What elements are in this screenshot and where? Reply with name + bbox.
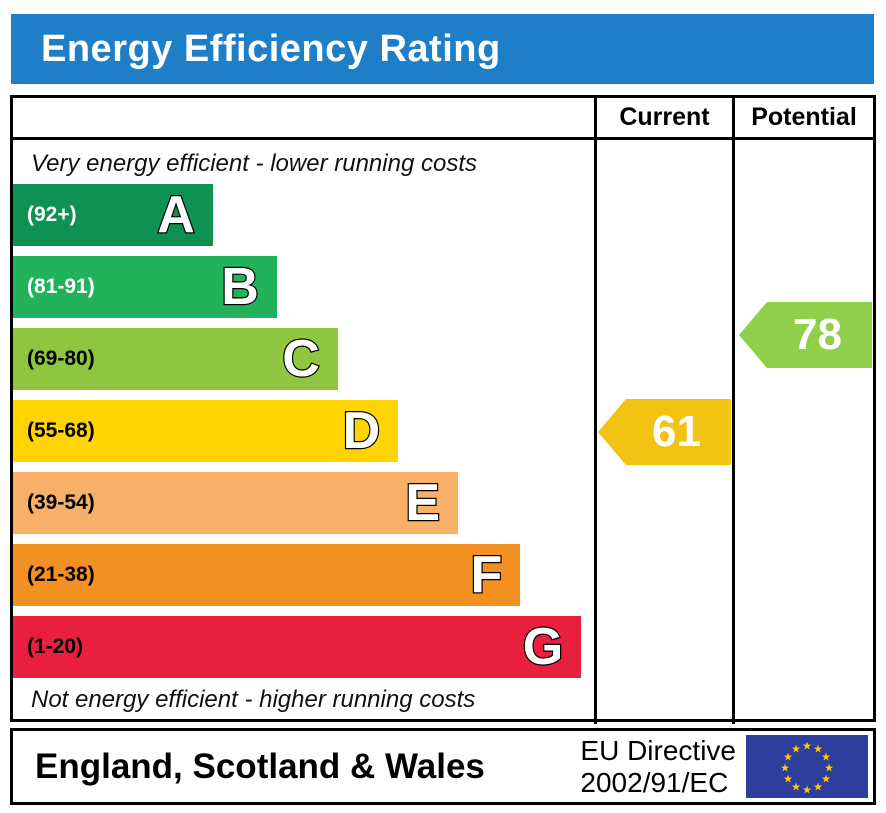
svg-text:★: ★ — [813, 781, 823, 794]
band-bar-c: (69-80) C — [13, 328, 338, 390]
svg-text:★: ★ — [813, 743, 823, 756]
band-letter-d: D — [341, 402, 381, 460]
svg-text:★: ★ — [802, 740, 812, 753]
band-bars: (92+) A (81-91) B (69-80) C — [13, 184, 594, 688]
band-bar-e: (39-54) E — [13, 472, 459, 534]
band-bar-f: (21-38) F — [13, 544, 521, 606]
band-range-f: (21-38) — [27, 563, 95, 586]
current-rating-value: 61 — [652, 407, 701, 456]
current-header-label: Current — [619, 103, 710, 131]
band-range-a: (92+) — [27, 203, 77, 226]
band-range-b: (81-91) — [27, 275, 95, 298]
band-bar-a: (92+) A — [13, 184, 213, 246]
svg-text:★: ★ — [783, 751, 793, 764]
band-row-e: (39-54) E — [13, 472, 594, 534]
region-label: England, Scotland & Wales — [35, 746, 485, 786]
band-bar-d: (55-68) D — [13, 400, 399, 462]
band-row-b: (81-91) B — [13, 256, 594, 318]
svg-text:★: ★ — [802, 784, 812, 797]
svg-text:★: ★ — [821, 773, 831, 786]
svg-text:★: ★ — [783, 773, 793, 786]
band-bar-g: (1-20) G — [13, 616, 582, 678]
svg-text:★: ★ — [824, 762, 834, 775]
top-note: Very energy efficient - lower running co… — [31, 150, 477, 177]
eu-directive-line2: 2002/91/EC — [580, 766, 729, 798]
current-column-header: Current — [594, 98, 732, 140]
footer: England, Scotland & Wales EU Directive 2… — [10, 728, 876, 805]
band-chart-column: Very energy efficient - lower running co… — [13, 140, 594, 724]
eu-directive-line1: EU Directive — [580, 735, 736, 767]
potential-header-label: Potential — [751, 103, 857, 131]
svg-text:★: ★ — [791, 743, 801, 756]
svg-text:★: ★ — [780, 762, 790, 775]
band-row-c: (69-80) C — [13, 328, 594, 390]
rating-table: Current Potential Very energy efficient … — [10, 95, 876, 724]
page-title: Energy Efficiency Rating — [41, 27, 501, 70]
potential-rating-arrow: 78 — [739, 302, 872, 368]
band-letter-f: F — [469, 546, 503, 604]
current-column: 61 — [594, 140, 732, 724]
band-row-a: (92+) A — [13, 184, 594, 246]
chart-header-spacer — [13, 98, 594, 140]
potential-column: 78 — [732, 140, 873, 724]
band-bar-b: (81-91) B — [13, 256, 277, 318]
potential-rating-value: 78 — [793, 310, 842, 359]
band-letter-a: A — [156, 186, 196, 244]
title-bar: Energy Efficiency Rating — [11, 14, 874, 84]
svg-text:★: ★ — [791, 781, 801, 794]
band-letter-g: G — [522, 618, 565, 676]
band-letter-e: E — [404, 474, 441, 532]
band-range-d: (55-68) — [27, 419, 95, 442]
current-rating-arrow: 61 — [598, 399, 731, 465]
svg-text:★: ★ — [821, 751, 831, 764]
band-range-g: (1-20) — [27, 635, 84, 658]
band-row-g: (1-20) G — [13, 616, 594, 678]
band-range-c: (69-80) — [27, 347, 95, 370]
band-row-d: (55-68) D — [13, 400, 594, 462]
band-letter-b: B — [220, 258, 260, 316]
bottom-note: Not energy efficient - higher running co… — [31, 686, 476, 713]
band-letter-c: C — [281, 330, 321, 388]
eu-directive-label: EU Directive 2002/91/EC — [580, 735, 746, 798]
potential-column-header: Potential — [732, 98, 873, 140]
band-range-e: (39-54) — [27, 491, 95, 514]
eu-flag-icon: ★ ★ ★ ★ ★ ★ ★ ★ ★ ★ ★ ★ — [746, 735, 868, 798]
band-row-f: (21-38) F — [13, 544, 594, 606]
